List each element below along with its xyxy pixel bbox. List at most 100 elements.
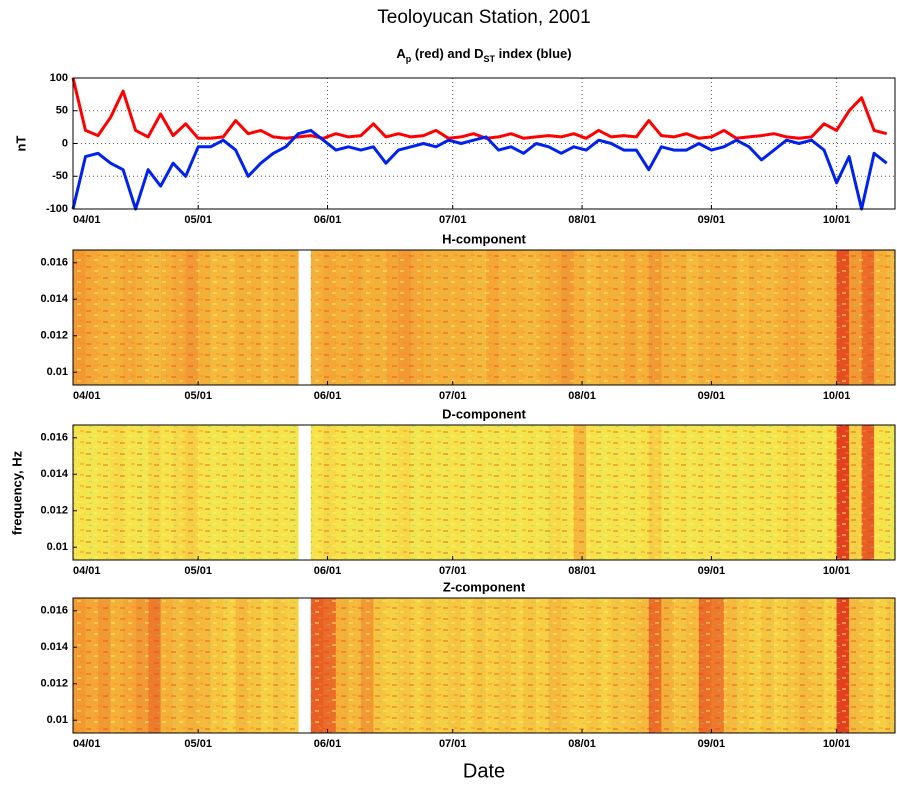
- texture: [824, 598, 837, 733]
- texture: [360, 425, 374, 560]
- texture: [548, 425, 562, 560]
- texture: [173, 598, 186, 733]
- texture: [748, 250, 762, 385]
- texture: [824, 250, 837, 385]
- texture: [861, 598, 875, 733]
- texture: [736, 425, 750, 560]
- texture: [723, 598, 737, 733]
- texture: [523, 425, 537, 560]
- texture: [448, 250, 462, 385]
- texture: [661, 598, 675, 733]
- y-tick-label: 0.016: [40, 432, 68, 444]
- texture: [335, 250, 349, 385]
- texture: [398, 425, 412, 560]
- texture: [523, 250, 537, 385]
- texture: [836, 425, 850, 560]
- texture: [198, 598, 211, 733]
- texture: [160, 425, 174, 560]
- texture: [73, 598, 86, 733]
- texture: [661, 250, 675, 385]
- texture: [861, 250, 875, 385]
- texture: [135, 425, 149, 560]
- x-tick-label: 06/01: [314, 565, 342, 577]
- texture: [248, 598, 262, 733]
- x-tick-label: 04/01: [73, 390, 101, 402]
- texture: [586, 598, 600, 733]
- texture: [598, 598, 612, 733]
- x-tick-label: 05/01: [184, 214, 212, 226]
- texture: [210, 250, 224, 385]
- series-line: [71, 128, 888, 211]
- texture: [335, 598, 349, 733]
- texture: [886, 598, 896, 733]
- texture: [398, 598, 412, 733]
- texture: [611, 598, 625, 733]
- texture: [248, 250, 262, 385]
- texture: [135, 250, 149, 385]
- texture: [598, 250, 612, 385]
- texture: [423, 250, 437, 385]
- texture: [448, 425, 462, 560]
- texture: [498, 598, 512, 733]
- texture: [661, 425, 675, 560]
- texture: [461, 425, 474, 560]
- texture: [473, 425, 487, 560]
- x-tick-label: 07/01: [439, 738, 467, 750]
- texture: [711, 425, 725, 560]
- y-tick-label: 0.012: [40, 678, 68, 690]
- texture: [736, 250, 750, 385]
- texture: [786, 598, 800, 733]
- texture: [486, 250, 499, 385]
- texture: [498, 425, 512, 560]
- y-tick-label: 0: [62, 137, 68, 149]
- plot-frame: [72, 77, 896, 210]
- texture: [173, 425, 186, 560]
- texture: [323, 598, 337, 733]
- texture: [148, 250, 161, 385]
- texture: [373, 250, 387, 385]
- y-tick-label: 100: [50, 72, 68, 84]
- texture: [486, 598, 499, 733]
- x-tick-label: 08/01: [568, 565, 596, 577]
- texture: [110, 598, 124, 733]
- texture: [235, 425, 249, 560]
- x-tick-label: 08/01: [568, 214, 596, 226]
- texture: [273, 425, 287, 560]
- texture: [799, 425, 812, 560]
- x-tick-label: 04/01: [73, 214, 101, 226]
- texture: [773, 250, 787, 385]
- texture: [811, 425, 825, 560]
- x-tick-label: 07/01: [439, 565, 467, 577]
- texture: [160, 250, 174, 385]
- x-tick-label: 06/01: [314, 390, 342, 402]
- subtitle-part: p: [406, 54, 412, 64]
- texture: [561, 425, 575, 560]
- texture: [573, 598, 587, 733]
- texture: [98, 250, 111, 385]
- x-tick-label: 05/01: [184, 738, 212, 750]
- y-axis-label: nT: [13, 136, 28, 152]
- texture: [473, 598, 487, 733]
- texture: [673, 598, 687, 733]
- texture: [636, 250, 650, 385]
- texture: [511, 250, 524, 385]
- texture: [811, 598, 825, 733]
- x-tick-label: 06/01: [314, 738, 342, 750]
- plot-frame: [72, 424, 896, 561]
- texture: [861, 425, 875, 560]
- texture: [849, 250, 862, 385]
- x-tick-label: 04/01: [73, 738, 101, 750]
- texture: [323, 250, 337, 385]
- texture: [123, 250, 136, 385]
- texture: [385, 250, 399, 385]
- texture: [110, 250, 124, 385]
- texture: [636, 598, 650, 733]
- subtitle: Ap (red) and DST index (blue): [396, 46, 571, 64]
- texture: [423, 598, 437, 733]
- texture: [448, 598, 462, 733]
- texture: [786, 250, 800, 385]
- x-tick-label: 10/01: [823, 214, 851, 226]
- x-tick-label: 09/01: [698, 214, 726, 226]
- texture: [73, 250, 86, 385]
- texture: [273, 250, 287, 385]
